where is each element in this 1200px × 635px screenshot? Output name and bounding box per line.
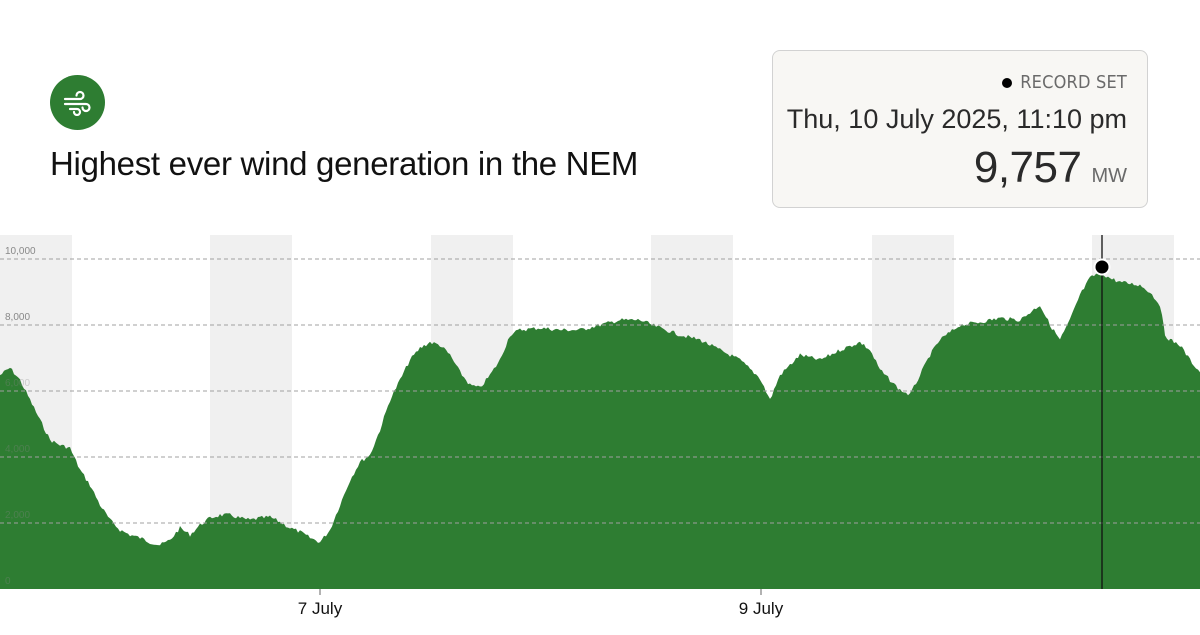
record-dot-icon	[1002, 77, 1013, 88]
page-title: Highest ever wind generation in the NEM	[50, 145, 639, 182]
y-tick-label: 2,000	[5, 510, 30, 521]
gridlines: 0 2,000 4,000 6,000 8,000 10,000	[0, 246, 1200, 587]
record-number: 9,757	[973, 143, 1082, 192]
y-tick-label: 4,000	[5, 444, 30, 455]
record-marker	[1093, 235, 1111, 589]
record-unit: MW	[1091, 165, 1127, 187]
wind-icon	[50, 75, 105, 130]
record-dot[interactable]	[1095, 260, 1109, 274]
y-tick-label: 6,000	[5, 378, 30, 389]
record-status-label: RECORD SET	[1020, 72, 1127, 93]
record-card: RECORD SET Thu, 10 July 2025, 11:10 pm 9…	[772, 50, 1148, 208]
record-status: RECORD SET	[1002, 72, 1127, 93]
record-value: 9,757 MW	[974, 143, 1127, 193]
chart-svg: 0 2,000 4,000 6,000 8,000 10,000 7 July 9 July	[0, 235, 1200, 618]
wind-generation-chart: 0 2,000 4,000 6,000 8,000 10,000 7 July 9 July	[0, 230, 1200, 630]
x-tick-label: 9 July	[739, 599, 784, 618]
y-tick-label: 10,000	[5, 246, 36, 257]
record-datetime: Thu, 10 July 2025, 11:10 pm	[786, 104, 1127, 134]
y-tick-label: 8,000	[5, 312, 30, 323]
wind-area	[0, 270, 1200, 589]
x-tick-label: 7 July	[298, 599, 343, 618]
y-tick-label: 0	[5, 576, 11, 587]
x-axis: 7 July 9 July	[298, 589, 784, 618]
